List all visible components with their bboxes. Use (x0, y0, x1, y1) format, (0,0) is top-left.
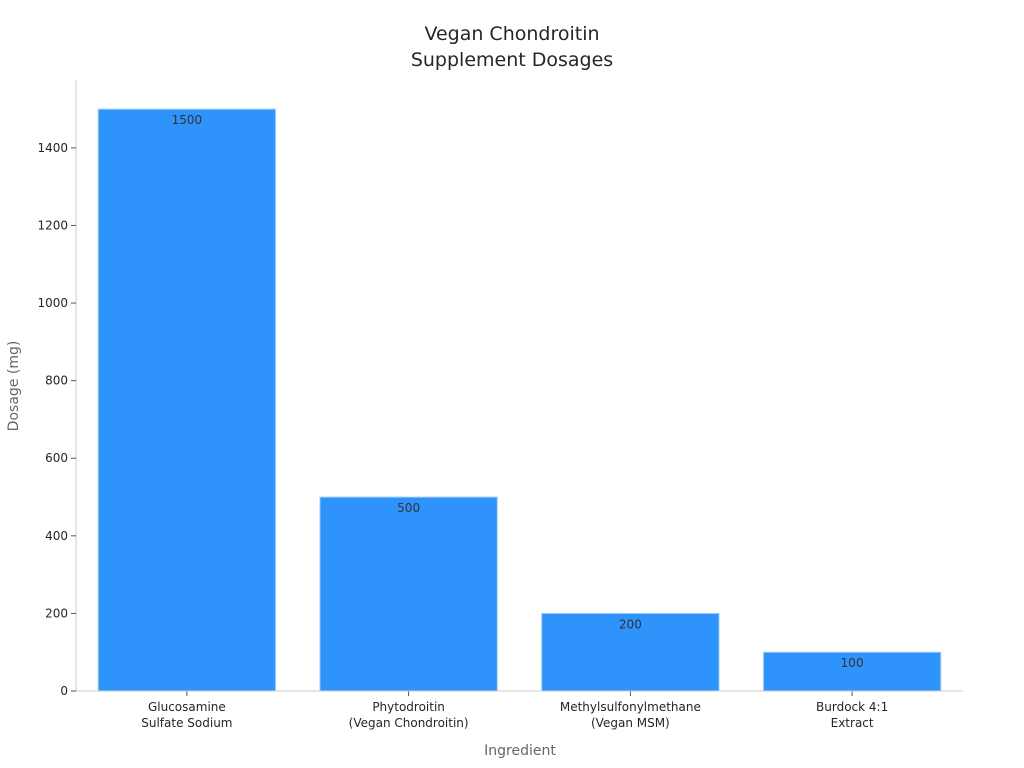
y-tick-label: 200 (45, 606, 68, 620)
x-tick-label: Burdock 4:1 (816, 700, 888, 714)
x-tick-label: Methylsulfonylmethane (560, 700, 701, 714)
chart-title-line-2: Supplement Dosages (411, 49, 613, 71)
y-tick-label: 1000 (37, 296, 68, 310)
bar (97, 108, 277, 692)
x-tick-label: (Vegan MSM) (591, 716, 670, 730)
x-tick-label: Sulfate Sodium (141, 716, 232, 730)
x-tick-label: (Vegan Chondroitin) (349, 716, 469, 730)
bar (541, 612, 720, 692)
chart-title-line-1: Vegan Chondroitin (424, 23, 599, 45)
x-tick-label: Phytodroitin (372, 700, 445, 714)
y-tick-label: 1400 (37, 141, 68, 155)
x-axis-label: Ingredient (484, 743, 556, 759)
y-tick-label: 400 (45, 529, 68, 543)
y-tick-label: 1200 (37, 218, 68, 232)
x-tick-label: Glucosamine (148, 700, 226, 714)
data-label: 200 (619, 617, 642, 631)
y-tick-label: 800 (45, 374, 68, 388)
bar (319, 496, 498, 692)
y-tick-label: 0 (60, 684, 68, 698)
data-label: 1500 (172, 113, 203, 127)
data-label: 100 (841, 656, 864, 670)
bar (762, 651, 942, 692)
y-axis-label: Dosage (mg) (6, 341, 22, 432)
data-label: 500 (397, 501, 420, 515)
x-tick-label: Extract (831, 716, 874, 730)
y-tick-label: 600 (45, 451, 68, 465)
